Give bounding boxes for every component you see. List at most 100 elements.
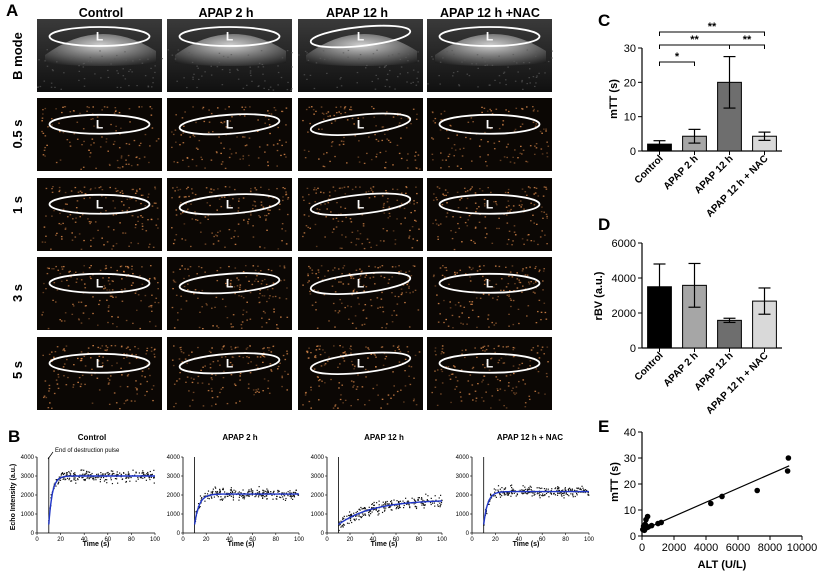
contrast-speckle <box>135 354 137 356</box>
contrast-speckle <box>254 187 256 189</box>
contrast-speckle <box>248 280 250 282</box>
speckle <box>124 51 126 53</box>
contrast-speckle <box>537 370 540 373</box>
contrast-speckle <box>229 120 232 122</box>
data-point <box>58 481 60 483</box>
speckle <box>280 76 283 79</box>
data-point <box>406 503 409 505</box>
data-point <box>289 490 291 492</box>
contrast-speckle <box>51 187 53 190</box>
contrast-speckle <box>280 316 282 318</box>
contrast-speckle <box>383 240 385 242</box>
contrast-speckle <box>437 236 439 238</box>
contrast-speckle <box>315 189 318 191</box>
contrast-speckle <box>149 145 151 147</box>
data-point <box>493 488 495 490</box>
contrast-speckle <box>334 278 337 280</box>
contrast-speckle <box>411 226 414 228</box>
contrast-speckle <box>287 373 289 375</box>
contrast-speckle <box>364 276 367 278</box>
contrast-speckle <box>340 206 342 208</box>
contrast-speckle <box>72 386 75 388</box>
contrast-speckle <box>287 196 290 199</box>
contrast-speckle <box>478 206 480 208</box>
speckle <box>505 83 507 86</box>
contrast-speckle <box>204 216 207 218</box>
contrast-speckle <box>270 113 273 115</box>
contrast-speckle <box>522 285 524 287</box>
roi-label: L <box>226 276 233 290</box>
contrast-speckle <box>320 106 323 108</box>
data-point <box>341 525 343 527</box>
contrast-speckle <box>527 234 530 236</box>
contrast-speckle <box>541 206 543 208</box>
contrast-speckle <box>508 325 510 327</box>
speckle <box>339 78 341 80</box>
contrast-speckle <box>231 364 234 366</box>
contrast-speckle <box>522 268 524 270</box>
ti-curve-control: Control Echo Intensity (a.u.) Time (s) E… <box>10 433 161 548</box>
data-point <box>280 496 282 499</box>
speckle <box>442 51 445 53</box>
roi-outline <box>48 26 151 47</box>
contrast-speckle <box>233 286 236 288</box>
speckle <box>417 51 419 53</box>
contrast-speckle <box>271 287 274 290</box>
contrast-speckle <box>398 348 400 350</box>
data-point <box>221 498 223 500</box>
contrast-speckle <box>405 127 408 129</box>
contrast-speckle <box>454 149 457 151</box>
contrast-speckle <box>74 236 77 238</box>
contrast-speckle <box>90 118 93 120</box>
speckle <box>46 65 49 67</box>
contrast-speckle <box>229 282 232 285</box>
contrast-speckle <box>250 214 252 216</box>
contrast-speckle <box>108 163 111 166</box>
contrast-speckle <box>351 364 354 366</box>
data-point <box>525 488 527 491</box>
contrast-speckle <box>315 110 317 113</box>
contrast-speckle <box>536 310 539 313</box>
contrast-speckle <box>182 142 185 144</box>
contrast-speckle <box>230 323 232 325</box>
contrast-speckle <box>115 213 118 216</box>
contrast-speckle <box>458 227 460 230</box>
data-point <box>719 493 725 500</box>
data-point <box>285 497 287 500</box>
contrast-speckle <box>303 232 306 234</box>
contrast-speckle <box>353 368 355 370</box>
data-point <box>550 490 552 492</box>
contrast-speckle <box>124 288 126 290</box>
data-point <box>85 472 88 474</box>
data-point <box>279 496 281 498</box>
contrast-speckle <box>179 268 181 270</box>
data-point <box>66 477 69 479</box>
contrast-speckle <box>538 269 541 271</box>
contrast-speckle <box>96 324 99 326</box>
contrast-speckle <box>126 356 128 358</box>
contrast-speckle <box>228 156 231 159</box>
contrast-speckle <box>53 209 55 212</box>
contrast-speckle <box>318 158 320 160</box>
data-point <box>514 490 516 492</box>
contrast-speckle <box>212 361 215 363</box>
contrast-speckle <box>192 106 194 108</box>
contrast-speckle <box>517 157 519 159</box>
contrast-speckle <box>173 345 175 347</box>
contrast-speckle <box>339 106 342 108</box>
contrast-speckle <box>347 283 350 285</box>
contrast-speckle <box>416 192 418 195</box>
data-point <box>243 495 245 497</box>
contrast-speckle <box>177 189 180 191</box>
contrast-speckle <box>62 349 64 351</box>
contrast-speckle <box>318 385 320 387</box>
data-point <box>559 492 561 495</box>
contrast-speckle <box>112 200 115 202</box>
contrast-speckle <box>51 124 53 126</box>
contrast-speckle <box>512 372 515 375</box>
data-point <box>528 487 530 489</box>
data-point <box>358 508 360 510</box>
contrast-speckle <box>349 108 351 111</box>
data-point <box>73 472 75 475</box>
contrast-speckle <box>351 322 354 324</box>
